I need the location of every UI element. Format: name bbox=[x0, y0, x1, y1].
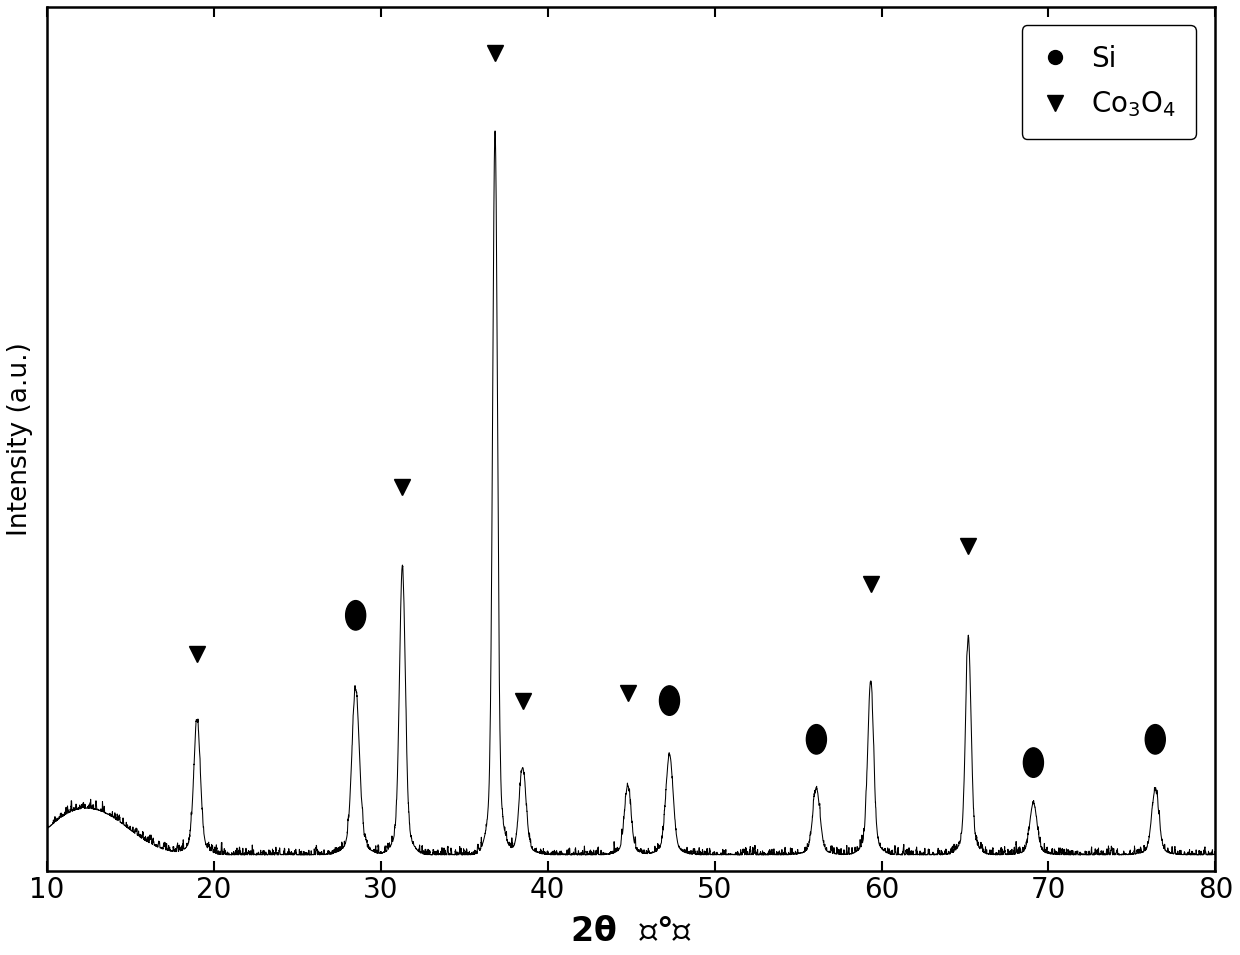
Ellipse shape bbox=[660, 686, 680, 715]
Ellipse shape bbox=[1023, 748, 1043, 777]
Legend: Si, $\mathrm{Co_3O_4}$: Si, $\mathrm{Co_3O_4}$ bbox=[1022, 25, 1195, 138]
Ellipse shape bbox=[1146, 725, 1166, 754]
Ellipse shape bbox=[346, 601, 366, 630]
Y-axis label: Intensity (a.u.): Intensity (a.u.) bbox=[7, 342, 33, 536]
Ellipse shape bbox=[806, 725, 826, 754]
X-axis label: $\mathbf{2\theta}$  （°）: $\mathbf{2\theta}$ （°） bbox=[570, 915, 692, 948]
